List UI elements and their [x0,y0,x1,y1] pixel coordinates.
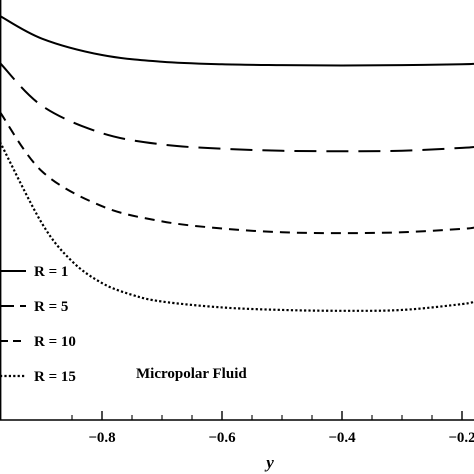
series-line-3 [0,111,474,235]
annotation-label: Micropolar Fluid [136,366,247,382]
legend-label-2: R = 5 [34,299,68,315]
x-tick-label: −0.8 [88,430,115,446]
x-axis-label: y [264,453,274,472]
x-tick-label: −0.2 [448,430,474,446]
legend-label-4: R = 15 [34,369,76,385]
legend: R = 1 R = 5 R = 10 R = 15 [0,264,76,385]
series-line-4 [0,141,474,312]
legend-label-1: R = 1 [34,264,68,280]
series-line-1 [0,15,474,67]
series-layer [0,15,474,312]
plot-frame [0,0,474,421]
x-axis-ticks: −0.8 −0.6 −0.4 −0.2 [71,411,474,446]
series-line-2 [0,62,474,153]
x-tick-label: −0.6 [208,430,236,446]
x-tick-label: −0.4 [328,430,356,446]
legend-label-3: R = 10 [34,334,76,350]
